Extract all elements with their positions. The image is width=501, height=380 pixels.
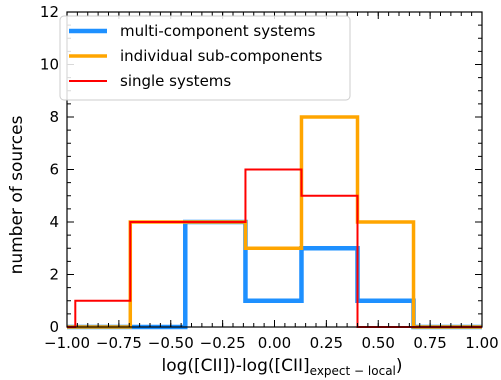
x-tick-label: 0.50 <box>362 334 395 352</box>
y-tick-label: 6 <box>49 161 59 179</box>
y-tick-label: 8 <box>49 108 59 126</box>
y-tick-label: 12 <box>40 3 59 21</box>
legend: multi-component systems individual sub-co… <box>59 15 351 101</box>
x-tick-label: −0.75 <box>96 334 142 352</box>
x-tick-label: 1.00 <box>465 334 498 352</box>
series-2-step <box>67 115 482 329</box>
x-tick-label: 0.00 <box>258 334 291 352</box>
x-tick-label: 0.75 <box>413 334 446 352</box>
y-tick-label: 4 <box>49 213 59 231</box>
x-tick-label: −0.25 <box>200 334 246 352</box>
legend-label-1: multi-component systems <box>120 22 316 40</box>
legend-label-3: single systems <box>120 72 231 90</box>
x-axis-label-subscript: expect − local <box>310 364 396 378</box>
x-axis-label: log([CII])-log([CII]expect − local) <box>161 356 402 378</box>
x-tick-label: −0.50 <box>148 334 194 352</box>
x-tick-label: −1.00 <box>44 334 90 352</box>
y-tick-label: 10 <box>40 56 59 74</box>
x-axis-label-tail: ) <box>396 356 403 376</box>
y-tick-label: 2 <box>49 266 59 284</box>
y-axis-label: number of sources <box>7 115 27 274</box>
y-tick-label: 0 <box>49 318 59 336</box>
x-tick-label: 0.25 <box>310 334 343 352</box>
x-axis-label-main: log([CII])-log([CII] <box>161 356 309 376</box>
legend-label-2: individual sub-components <box>120 47 323 65</box>
legend-box <box>59 15 351 101</box>
series-3-step <box>67 168 482 328</box>
